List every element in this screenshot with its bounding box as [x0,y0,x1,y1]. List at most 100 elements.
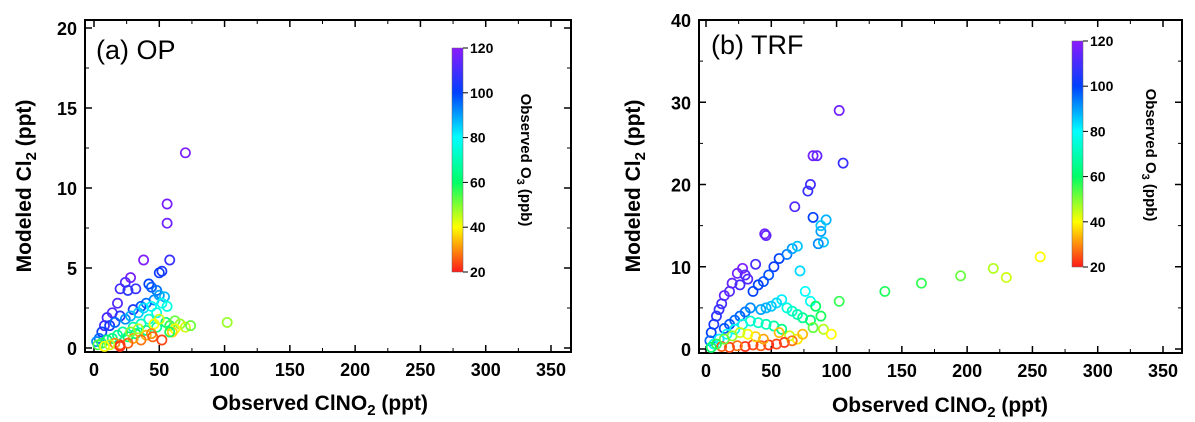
scatter-point [837,157,849,169]
colorbar-tick-label: 60 [1090,169,1106,185]
y-axis-title-tail: (ppt) [622,100,645,152]
y-ticks: 0 10 20 30 40 [671,11,1182,360]
scatter-point [778,336,790,348]
scatter-point [114,283,126,295]
colorbar-tick-label: 40 [1090,214,1106,230]
scatter-point [731,267,743,279]
colorbar-tick-label: 60 [470,174,486,190]
scatter-point [833,295,845,307]
scatter-point [815,220,827,232]
scatter-point [143,278,155,290]
scatter-point [807,322,819,334]
x-tick-label: 150 [887,361,917,381]
plot-frame [84,19,572,353]
x-tick-label: 300 [1083,361,1113,381]
scatter-point [147,331,159,343]
y-ticks: 0 5 10 15 20 [57,19,571,359]
scatter-point [739,341,751,352]
scatter-point [786,243,798,255]
y-tick-label: 5 [67,259,77,279]
scatter-point [820,214,832,226]
y-tick-label: 10 [57,179,77,199]
scatter-point [755,340,767,352]
scatter-point [114,340,126,352]
scatter-point [1034,251,1046,263]
y-tick-label: 0 [67,339,77,359]
scatter-point [807,211,819,223]
y-tick-label: 30 [671,93,691,113]
scatter-point [987,262,999,274]
scatter-point [771,338,782,350]
plot-frame [698,19,1183,354]
x-axis-title-sub: 2 [987,404,995,421]
scatter-point [812,238,824,250]
scatter-point [799,285,811,297]
scatter-point [109,316,121,328]
x-tick-label: 350 [536,360,566,380]
scatter-point [742,273,754,285]
colorbar [1071,40,1084,268]
scatter-point [92,339,104,351]
y-tick-label: 20 [57,19,77,39]
scatter-point [752,279,764,291]
scatter-point [781,248,793,260]
scatter-point [161,217,173,229]
scatter-point [179,321,191,333]
scatter-point [98,340,110,352]
scatter-point [135,334,147,346]
scatter-point [164,254,176,266]
scatter-point [750,258,762,270]
scatter-point [122,284,134,296]
colorbar-tick-label: 20 [470,264,486,280]
scatter-point [130,283,142,295]
scatter-point [768,261,780,273]
scatter-point [146,300,157,312]
scatter-point [768,320,780,332]
colorbar-title-tail: (ppb) [1142,180,1159,222]
colorbar-ticks: 20 40 60 80 100 120 [1083,33,1114,275]
scatter-point [151,307,163,319]
y-axis-title-main: Modeled Cl [13,160,36,272]
y-axis-title: Modeled Cl2 (ppt) [13,100,40,273]
scatter-point [802,185,814,197]
colorbar-tick-label: 80 [1090,123,1106,139]
colorbar-tick-label: 120 [470,40,494,56]
x-axis-title: Observed ClNO2 (ppt) [832,394,1048,421]
scatter-point [760,230,772,241]
x-tick-label: 150 [275,360,305,380]
scatter-point [760,302,772,314]
colorbar-title-main: Observed O [1142,89,1159,174]
x-axis-title-main: Observed ClNO [832,394,987,417]
scatter-point [752,317,764,329]
x-tick-label: 200 [340,360,370,380]
x-axis-title-main: Observed ClNO [212,392,367,415]
x-tick-label: 350 [1148,361,1178,381]
scatter-point [833,105,845,116]
scatter-point [112,297,123,309]
scatter-point [161,198,173,210]
colorbar-tick-label: 100 [470,85,494,101]
colorbar-tick-label: 100 [1090,78,1114,94]
scatter-point [716,341,728,352]
y-tick-label: 20 [671,176,691,196]
panel-label: (a) OP [96,35,176,65]
x-axis-title: Observed ClNO2 (ppt) [212,392,428,419]
scatter-points [91,147,233,352]
scatter-point [148,318,160,330]
colorbar-tick-label: 40 [470,219,486,235]
scatter-point [98,320,110,332]
scatter-point [818,323,829,335]
scatter-point [179,147,191,159]
colorbar-title: Observed O3 (ppb) [514,94,534,227]
scatter-point [138,254,150,266]
scatter-point [747,285,759,297]
scatter-point [724,341,735,353]
scatter-point [716,298,728,310]
colorbar-title-main: Observed O [517,94,534,179]
x-axis-title-tail: (ppt) [376,392,428,415]
y-axis-title: Modeled Cl2 (ppt) [622,100,649,273]
colorbar-title-tail: (ppb) [517,185,534,227]
scatter-point [718,333,730,345]
